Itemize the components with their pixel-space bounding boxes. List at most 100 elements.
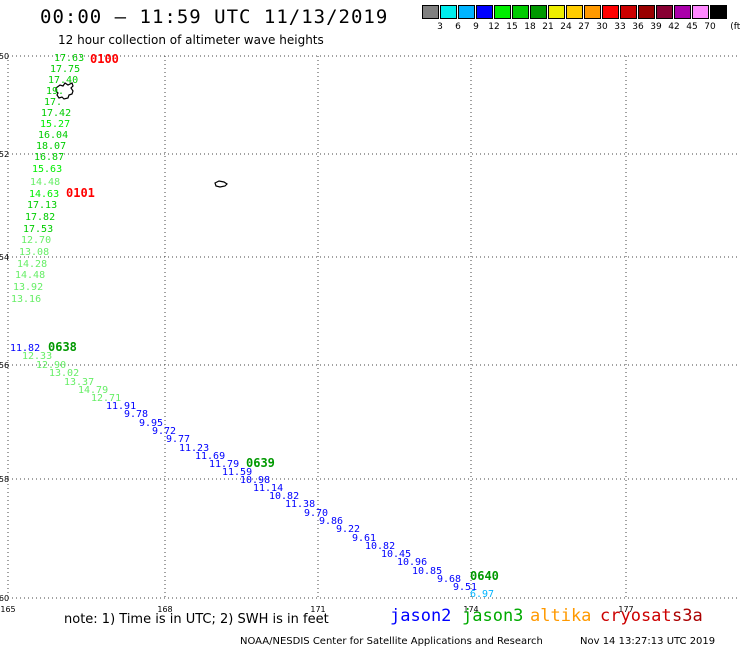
colorbar-label: 3	[437, 22, 443, 32]
time-label: 0100	[90, 52, 119, 66]
colorbar-swatch	[710, 5, 727, 19]
wave-height-label: 13.16	[11, 294, 41, 305]
colorbar-swatch	[620, 5, 637, 19]
campbell-island	[214, 180, 228, 188]
wave-height-label: 10.82	[269, 491, 299, 502]
colorbar-label: 15	[506, 22, 518, 32]
axis-ticks: 165 168 171 174 177 -50 -52 -54 -56 -58 -60	[0, 52, 634, 614]
y-tick-label: -60	[0, 594, 9, 603]
colorbar-swatch	[602, 5, 619, 19]
page-subtitle: 12 hour collection of altimeter wave hei…	[58, 33, 324, 47]
colorbar-label: 70	[704, 22, 716, 32]
colorbar-swatch	[530, 5, 547, 19]
time-label: 0640	[470, 569, 499, 583]
wave-height-label: 17.42	[41, 108, 71, 119]
colorbar-swatch	[548, 5, 565, 19]
colorbar-swatch	[692, 5, 709, 19]
wave-height-label: 17.13	[27, 200, 57, 211]
wave-height-label: 10.82	[365, 541, 395, 552]
wave-height-label: 17.	[44, 97, 62, 108]
wave-height-label: 13.92	[13, 282, 43, 293]
wave-height-label: 9.95	[139, 418, 163, 429]
wave-height-label: 6.97	[470, 589, 494, 600]
wave-height-label: 11.38	[285, 499, 315, 510]
wave-height-label: 12.33	[22, 351, 52, 362]
time-label: 0639	[246, 456, 275, 470]
colorbar-label: 45	[686, 22, 698, 32]
time-label: 0638	[48, 340, 77, 354]
wave-height-label: 14.48	[30, 177, 60, 188]
y-tick-label: -52	[0, 150, 9, 159]
wave-height-label: 9.86	[319, 516, 343, 527]
wave-height-label: 16.04	[38, 130, 68, 141]
wave-height-label: 9.51	[453, 582, 477, 593]
y-tick-label: -54	[0, 253, 9, 262]
legend-jason3: jason3	[462, 606, 524, 626]
wave-height-label: 9.68	[437, 574, 461, 585]
colorbar-swatch	[494, 5, 511, 19]
wave-height-label: 14.48	[15, 270, 45, 281]
wave-height-label: 18.07	[36, 141, 66, 152]
wave-height-label: 9.72	[152, 426, 176, 437]
wave-height-label: 13.37	[64, 377, 94, 388]
colorbar-swatch	[476, 5, 493, 19]
y-tick-label: -50	[0, 52, 9, 61]
wave-height-label: 15.27	[40, 119, 70, 130]
wave-height-label: 10.96	[397, 557, 427, 568]
legend-jason2: jason2	[390, 606, 452, 626]
legend-altika: altika	[530, 606, 592, 626]
time-label: 0101	[66, 186, 95, 200]
wave-height-label: 19.	[46, 86, 64, 97]
wave-height-label: 17.82	[25, 212, 55, 223]
colorbar-label: 18	[524, 22, 536, 32]
wave-height-label: 14.79	[78, 385, 108, 396]
colorbar-swatch	[512, 5, 529, 19]
x-tick-label: 174	[463, 605, 478, 614]
wave-height-label: 13.02	[49, 368, 79, 379]
auckland-islands	[55, 82, 74, 100]
wave-height-label: 12.70	[21, 235, 51, 246]
wave-height-label: 17.53	[23, 224, 53, 235]
wave-height-label: 10.85	[412, 566, 442, 577]
colorbar-swatch	[422, 5, 439, 19]
y-tick-label: -58	[0, 475, 9, 484]
wave-height-label: 16.87	[34, 152, 64, 163]
wave-height-label: 17.40	[48, 75, 78, 86]
colorbar-label: 9	[473, 22, 479, 32]
x-tick-label: 165	[0, 605, 15, 614]
wave-height-label: 14.63	[29, 189, 59, 200]
credit-line: NOAA/NESDIS Center for Satellite Applica…	[240, 636, 543, 647]
wave-height-label: 12.71	[91, 393, 121, 404]
x-tick-label: 177	[618, 605, 633, 614]
wave-height-label: 11.23	[179, 443, 209, 454]
wave-height-label: 9.78	[124, 409, 148, 420]
colorbar-swatch	[674, 5, 691, 19]
x-tick-label: 168	[157, 605, 172, 614]
footer-note: note: 1) Time is in UTC; 2) SWH is in fe…	[64, 612, 329, 627]
wave-height-label: 17.75	[50, 64, 80, 75]
colorbar-label: 27	[578, 22, 590, 32]
wave-height-label: 11.79	[209, 459, 239, 470]
track-labels: 17.6317.7517.4019.17.17.4215.2716.0418.0…	[10, 52, 499, 600]
colorbar-label: 42	[668, 22, 680, 32]
wave-height-label: 10.98	[240, 475, 270, 486]
wave-height-label: 9.61	[352, 533, 376, 544]
legend-cryosat: cryosat	[600, 606, 672, 626]
map-grid	[7, 55, 740, 599]
legend-s3a: s3a	[672, 606, 703, 626]
wave-height-label: 10.45	[381, 549, 411, 560]
colorbar-swatch	[458, 5, 475, 19]
wave-height-label: 9.77	[166, 434, 190, 445]
wave-height-label: 11.59	[222, 467, 252, 478]
colorbar-swatch	[584, 5, 601, 19]
y-tick-label: -56	[0, 361, 9, 370]
colorbar-swatch	[638, 5, 655, 19]
colorbar-label: 39	[650, 22, 662, 32]
wave-height-label: 11.91	[106, 401, 136, 412]
wave-height-label: 13.08	[19, 247, 49, 258]
wave-height-label: 11.82	[10, 343, 40, 354]
colorbar-label: 6	[455, 22, 461, 32]
wave-height-label: 15.63	[32, 164, 62, 175]
wave-height-label: 9.22	[336, 524, 360, 535]
